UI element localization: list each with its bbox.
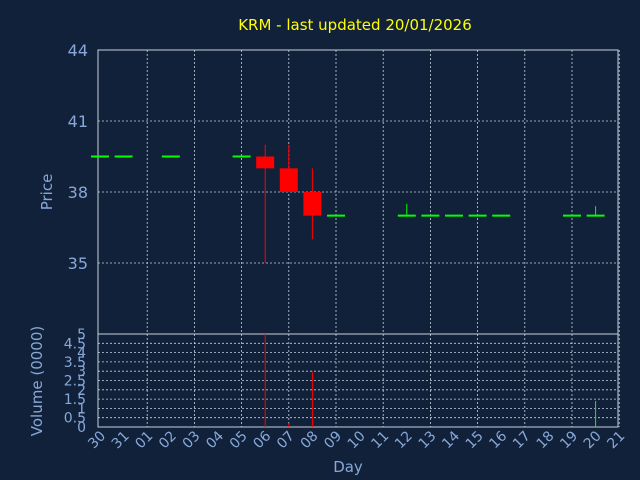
volume-plot-frame (97, 333, 619, 428)
day-tick-label: 20 (581, 428, 605, 452)
volume-tick-labels: 00.511.522.533.544.55 (64, 327, 86, 436)
day-tick-label: 06 (250, 428, 274, 452)
day-tick-label: 16 (486, 428, 510, 452)
day-tick-label: 11 (368, 428, 392, 452)
day-tick-label: 01 (132, 428, 156, 452)
volume-tick-label: 1.5 (64, 392, 86, 408)
price-axis-label: Price (38, 174, 56, 211)
day-tick-label: 21 (604, 428, 628, 452)
price-tick-labels: 35 38 41 44 (68, 41, 88, 273)
volume-tick-label: 1 (77, 401, 86, 417)
price-tick-label: 38 (68, 183, 88, 202)
day-tick-labels: 30 31 01 02 03 04 05 06 07 08 09 10 11 12 13 14 15 16 17 18… (85, 428, 628, 452)
day-tick-label: 15 (463, 428, 487, 452)
volume-tick-label: 3.5 (64, 355, 86, 371)
volume-tick-label: 4.5 (64, 336, 86, 352)
price-gridlines (98, 49, 620, 334)
day-tick-label: 04 (203, 428, 227, 452)
day-tick-label: 09 (321, 428, 345, 452)
day-tick-label: 19 (557, 428, 581, 452)
day-tick-label: 10 (345, 428, 369, 452)
volume-tick-label: 3 (77, 364, 86, 380)
day-tick-label: 05 (227, 428, 251, 452)
volume-tick-label: 5 (77, 327, 86, 343)
volume-tick-label: 2 (77, 383, 86, 399)
volume-gridlines (98, 333, 620, 428)
candle-body (303, 192, 322, 216)
price-tick-label: 41 (68, 112, 88, 131)
day-tick-label: 02 (156, 428, 180, 452)
day-tick-label: 14 (439, 428, 463, 452)
volume-tick-label: 4 (77, 346, 86, 362)
volume-tick-label: 2.5 (64, 374, 86, 390)
volume-tick-label: 0.5 (64, 411, 86, 427)
day-tick-label: 13 (416, 428, 440, 452)
day-tick-label: 12 (392, 428, 416, 452)
day-axis-label: Day (333, 458, 363, 476)
candle-body (279, 168, 298, 192)
price-tick-label: 44 (68, 41, 88, 60)
candle-body (256, 156, 275, 169)
day-tick-label: 03 (180, 428, 204, 452)
volume-axis-label: Volume (0000) (28, 326, 46, 436)
candlesticks (91, 144, 605, 263)
price-tick-label: 35 (68, 254, 88, 273)
chart-title: KRM - last updated 20/01/2026 (238, 16, 472, 34)
day-tick-label: 30 (85, 428, 109, 452)
day-tick-label: 08 (298, 428, 322, 452)
volume-bars (264, 334, 597, 427)
day-tick-label: 18 (534, 428, 558, 452)
day-tick-label: 07 (274, 428, 298, 452)
day-tick-label: 17 (510, 428, 534, 452)
day-tick-label: 31 (109, 428, 133, 452)
volume-tick-label: 0 (77, 420, 86, 436)
